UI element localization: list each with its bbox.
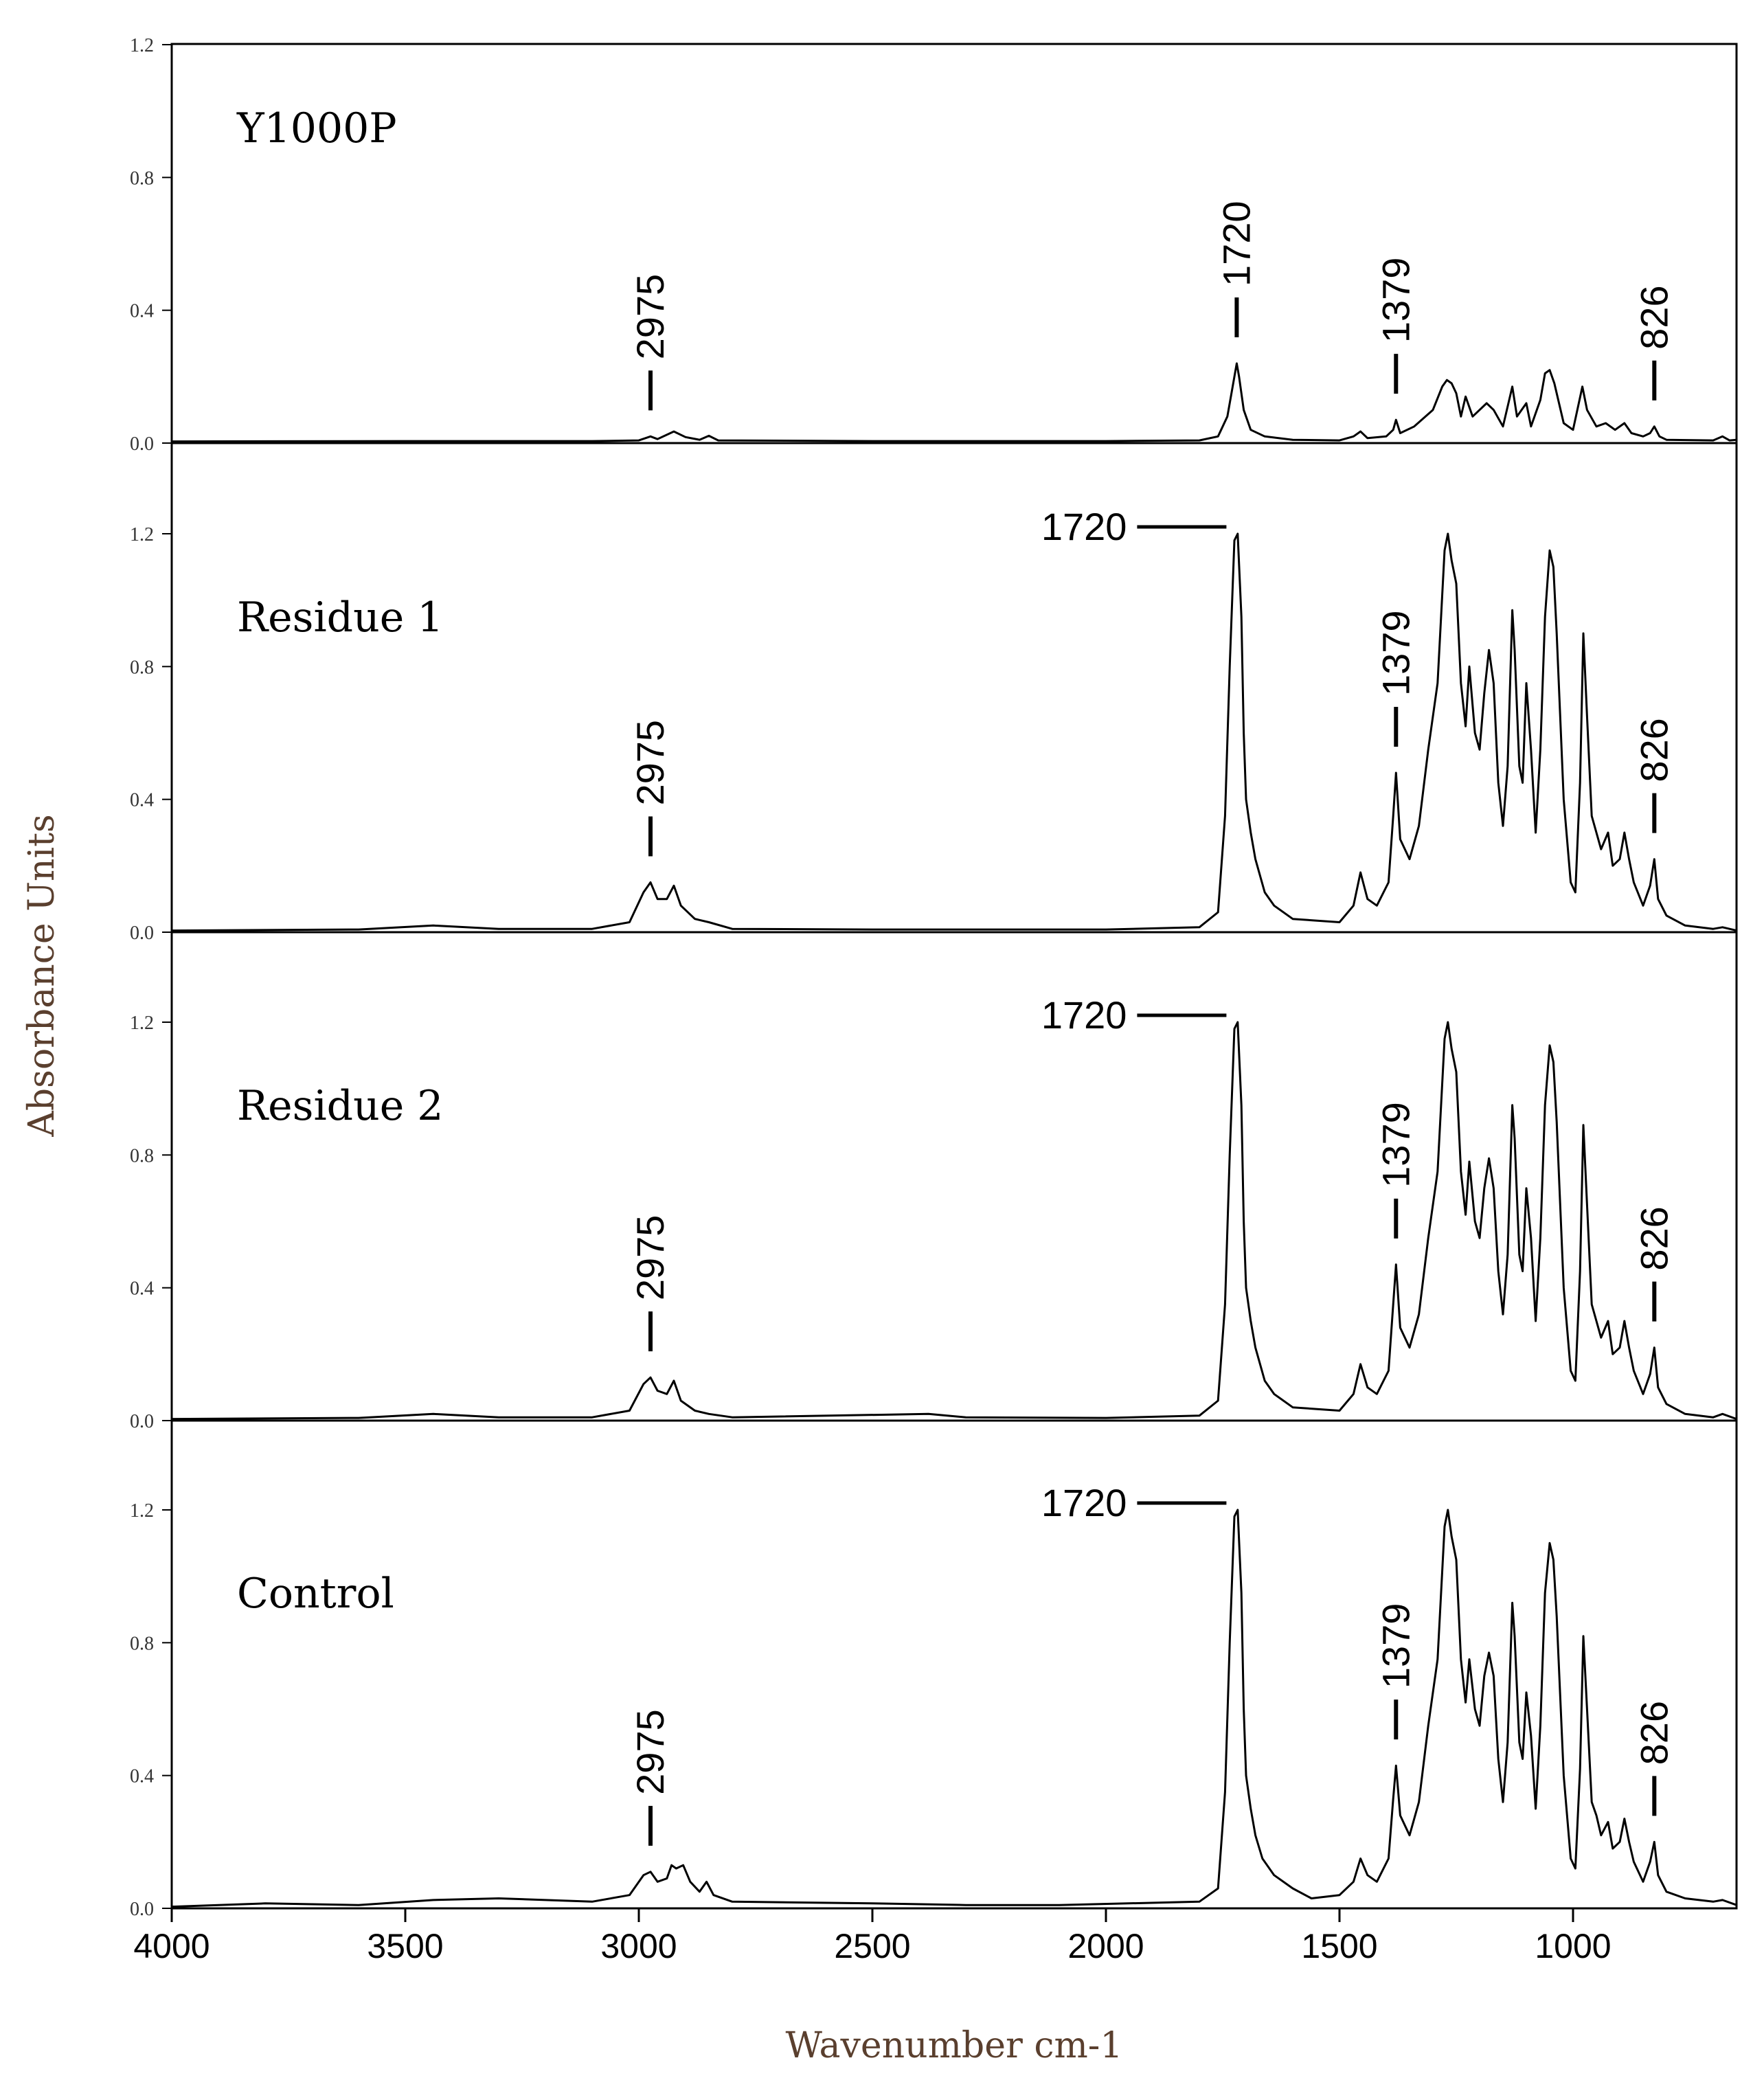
panel-label: Residue 1	[237, 594, 443, 642]
x-tick-label: 1000	[1535, 1927, 1611, 1965]
y-tick-label: 0.8	[130, 657, 154, 678]
peak-label: 2975	[629, 720, 672, 806]
y-tick-label: 0.8	[130, 168, 154, 189]
panel-label: Residue 2	[237, 1082, 443, 1130]
peak-label: 1379	[1374, 258, 1417, 343]
plot-frame	[170, 43, 1738, 1910]
panel-2: 0.0 0.4 0.8 1.2 Residue 2 2975 1720 1379 826	[130, 931, 1737, 1432]
peak-label: 826	[1632, 1206, 1675, 1270]
x-axis: 4000 3500 3000 2500 2000 1500 1000	[133, 1908, 1612, 1965]
y-axis-title: Absorbance Units	[21, 814, 63, 1137]
x-tick-label: 2000	[1067, 1927, 1144, 1965]
series-line	[171, 1509, 1737, 1908]
peak-label: 826	[1632, 285, 1675, 349]
x-tick-label: 2500	[834, 1927, 910, 1965]
y-tick-label: 0.0	[130, 1899, 154, 1920]
y-tick-label: 0.8	[130, 1633, 154, 1654]
x-tick-label: 1500	[1301, 1927, 1377, 1965]
x-tick-label: 4000	[133, 1927, 210, 1965]
y-tick-label: 0.0	[130, 433, 154, 455]
x-tick-label: 3000	[600, 1927, 677, 1965]
peak-label: 826	[1632, 718, 1675, 782]
panel-0: 0.0 0.4 0.8 1.2 Y1000P 2975 1720 1379 826	[130, 35, 1737, 455]
y-tick-label: 0.4	[130, 301, 154, 322]
y-tick-label: 0.0	[130, 923, 154, 944]
peak-label: 1379	[1374, 610, 1417, 696]
y-tick-label: 0.8	[130, 1145, 154, 1166]
y-tick-label: 0.4	[130, 790, 154, 811]
peak-label: 2975	[629, 1215, 672, 1301]
peak-label: 1720	[1041, 993, 1127, 1037]
peak-label: 2975	[629, 1709, 672, 1795]
y-tick-label: 1.2	[130, 35, 154, 56]
panel-3: 0.0 0.4 0.8 1.2 Control 2975 1720 1379 826	[130, 1419, 1737, 1920]
panel-label: Y1000P	[236, 104, 397, 153]
y-tick-label: 0.4	[130, 1766, 154, 1787]
series-line	[171, 1021, 1737, 1421]
y-tick-label: 1.2	[130, 1500, 154, 1522]
peak-label: 1720	[1041, 505, 1127, 548]
peak-label: 2975	[629, 274, 672, 360]
peak-label: 1720	[1214, 201, 1258, 286]
x-axis-title: Wavenumber cm-1	[786, 2025, 1123, 2066]
panel-1: 0.0 0.4 0.8 1.2 Residue 1 2975 1720 1379 826	[130, 442, 1737, 944]
peak-label: 1720	[1041, 1481, 1127, 1524]
series-line	[171, 362, 1737, 443]
y-tick-label: 1.2	[130, 524, 154, 545]
panel-label: Control	[237, 1570, 394, 1618]
y-tick-label: 1.2	[130, 1013, 154, 1034]
peak-label: 1379	[1374, 1603, 1417, 1689]
series-line	[171, 532, 1737, 932]
peak-label: 1379	[1374, 1102, 1417, 1188]
y-tick-label: 0.4	[130, 1278, 154, 1300]
x-tick-label: 3500	[367, 1927, 443, 1965]
peak-label: 826	[1632, 1701, 1675, 1765]
y-tick-label: 0.0	[130, 1411, 154, 1432]
